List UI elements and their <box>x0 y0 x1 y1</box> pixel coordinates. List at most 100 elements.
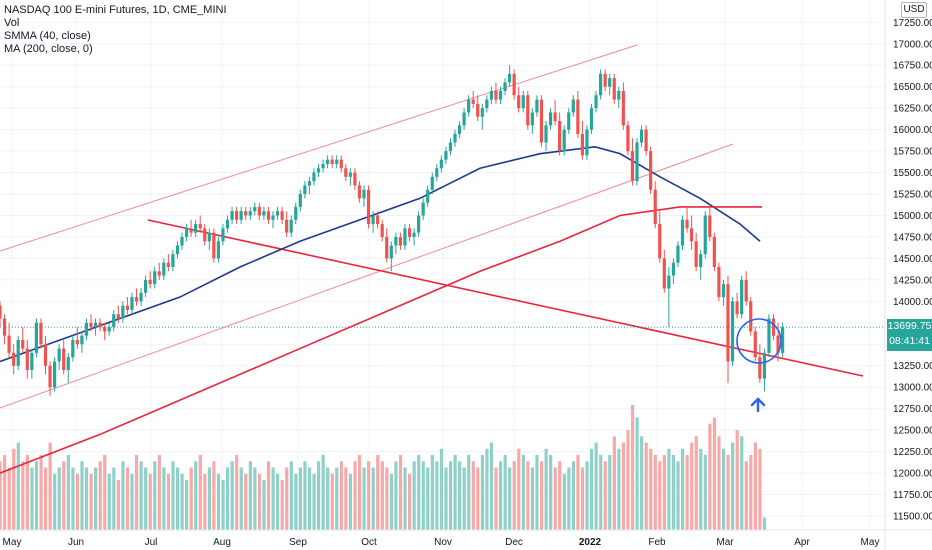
smma-indicator-label[interactable]: SMMA (40, close) <box>4 30 91 42</box>
candle-body <box>162 262 166 276</box>
ma200-line <box>0 206 762 474</box>
volume-bar <box>521 455 525 530</box>
candle-body <box>580 133 584 156</box>
volume-bar <box>239 467 243 530</box>
candle-body <box>567 112 571 130</box>
candle-body <box>275 211 280 216</box>
volume-bar <box>148 473 152 530</box>
time-tick-label: May <box>3 537 22 548</box>
volume-bar <box>735 430 739 530</box>
volume-bar <box>171 461 175 530</box>
volume-bar <box>508 467 512 530</box>
candle-body <box>321 163 325 169</box>
volume-bar <box>758 448 762 530</box>
candle-body <box>685 219 689 229</box>
volume-bar <box>740 436 744 530</box>
candle-body <box>526 95 530 126</box>
volume-bar <box>144 467 148 530</box>
volume-bar <box>326 467 330 530</box>
candle-body <box>48 365 52 388</box>
volume-bar <box>762 517 767 530</box>
price-tick-label: 12250.00 <box>893 447 932 458</box>
price-tick-label: 15750.00 <box>893 147 932 158</box>
volume-bar <box>244 473 248 530</box>
volume-bar <box>421 461 425 530</box>
candle-body <box>203 228 207 242</box>
candle-body <box>225 219 230 229</box>
volume-bar <box>544 448 548 530</box>
volume-bar <box>0 461 2 530</box>
volume-bar <box>653 455 657 530</box>
volume-bar <box>494 467 498 530</box>
volume-bar <box>371 467 375 530</box>
candle-body <box>125 305 129 310</box>
volume-bar <box>353 461 357 530</box>
candle-body <box>644 129 648 152</box>
volume-bar <box>485 448 489 530</box>
volume-bar <box>248 461 252 530</box>
candle-body <box>740 279 744 315</box>
candle-body <box>71 339 75 358</box>
price-tick-label: 12000.00 <box>893 469 932 480</box>
volume-bar <box>535 455 539 530</box>
volume-bar <box>753 442 757 530</box>
candle-body <box>84 322 89 336</box>
volume-bar <box>703 455 707 530</box>
time-tick-label: Sep <box>289 537 307 548</box>
volume-bar <box>530 467 535 530</box>
chart-grid <box>0 0 885 530</box>
candle-body <box>535 99 539 113</box>
candle-body <box>676 245 680 263</box>
candle-body <box>80 335 84 345</box>
vol-indicator-label[interactable]: Vol <box>4 17 20 29</box>
volume-bar <box>98 461 102 530</box>
volume-bar <box>298 467 302 530</box>
price-tick-label: 16250.00 <box>893 104 932 115</box>
volume-bar <box>221 480 225 530</box>
time-tick-label: Oct <box>361 537 377 548</box>
candle-body <box>198 224 202 229</box>
candle-body <box>257 206 261 216</box>
volume-bar <box>417 455 421 530</box>
candle-body <box>148 279 152 285</box>
channel-upper-line <box>0 44 638 252</box>
candle-body <box>544 125 548 143</box>
candle-body <box>562 129 566 152</box>
volume-bar <box>289 461 293 530</box>
time-tick-label: May <box>861 537 880 548</box>
candle-body <box>585 129 589 156</box>
candle-body <box>12 352 16 366</box>
volume-bar <box>603 461 607 530</box>
volume-bar <box>749 455 753 530</box>
volume-bar <box>681 448 685 530</box>
candle-body <box>66 357 70 371</box>
volume-bar <box>576 455 580 530</box>
price-tick-label: 14750.00 <box>893 232 932 243</box>
ma-indicator-label[interactable]: MA (200, close, 0) <box>4 43 93 55</box>
price-tick-label: 13000.00 <box>893 383 932 394</box>
candle-body <box>448 142 453 152</box>
volume-bar <box>435 461 439 530</box>
candle-body <box>471 99 475 104</box>
volume-bar <box>640 436 644 530</box>
volume-bar <box>717 436 721 530</box>
volume-bar <box>412 461 416 530</box>
volume-bar <box>130 473 134 530</box>
candle-body <box>248 211 252 216</box>
candle-body <box>230 211 234 220</box>
volume-bar <box>180 473 184 530</box>
volume-bar <box>335 467 339 530</box>
candle-body <box>426 189 430 203</box>
candle-body <box>476 103 480 117</box>
currency-badge[interactable]: USD <box>901 2 927 18</box>
volume-bar <box>53 473 57 530</box>
candle-body <box>439 159 443 169</box>
volume-bar <box>75 473 80 530</box>
volume-bar <box>230 461 234 530</box>
symbol-title[interactable]: NASDAQ 100 E-mini Futures, 1D, CME_MINI <box>4 4 227 16</box>
volume-bar <box>94 467 98 530</box>
candle-body <box>503 82 507 91</box>
candle-body <box>134 297 139 302</box>
volume-bar <box>317 461 321 530</box>
